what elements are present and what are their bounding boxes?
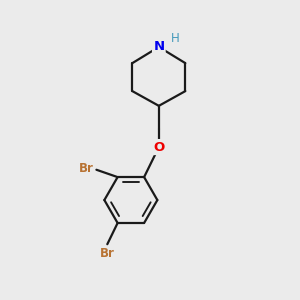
Text: N: N	[153, 40, 164, 53]
Text: Br: Br	[100, 247, 115, 260]
Text: Br: Br	[79, 162, 94, 175]
Text: O: O	[153, 141, 164, 154]
Text: H: H	[171, 32, 180, 45]
